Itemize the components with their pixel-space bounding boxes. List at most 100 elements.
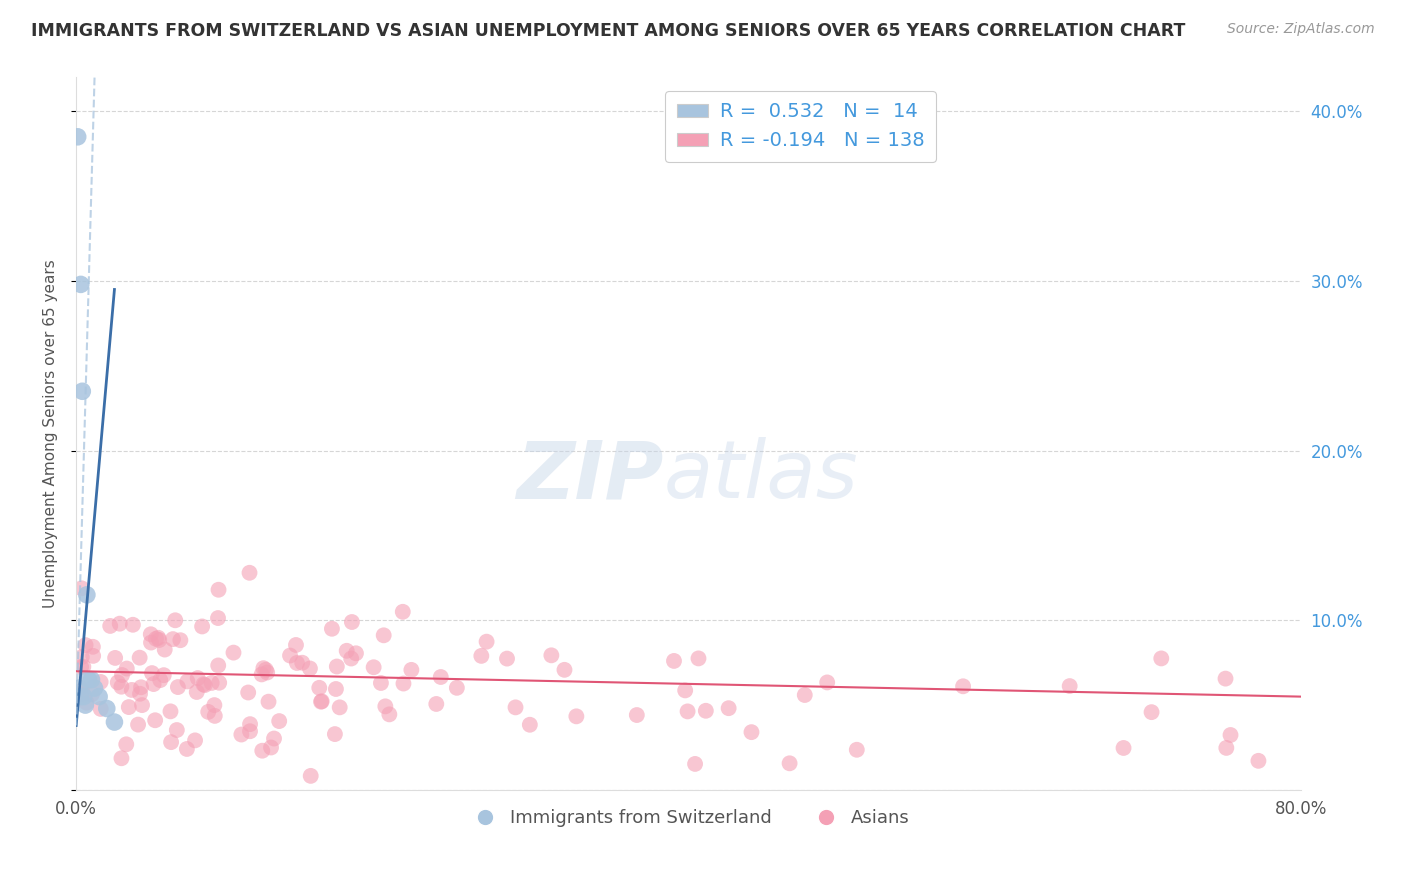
Point (96, 701, 118, 715)
Point (152, 668, 174, 682)
Point (197, 705, 219, 719)
Point (329, 700, 352, 714)
Point (676, 705, 699, 719)
Point (89, 690, 111, 704)
Point (815, 675, 838, 690)
Point (252, 744, 274, 758)
Point (108, 616, 131, 631)
Point (98, 619, 121, 633)
Point (118, 700, 141, 714)
Point (184, 733, 207, 747)
Point (370, 676, 392, 690)
Point (470, 648, 492, 663)
Point (298, 661, 321, 675)
Point (72, 384, 94, 399)
Point (311, 694, 333, 708)
Point (299, 769, 322, 783)
Point (340, 651, 363, 665)
Point (66, 129, 89, 144)
Point (269, 714, 291, 728)
Point (239, 717, 262, 731)
Point (683, 756, 706, 771)
Point (70, 660, 93, 674)
Point (110, 751, 132, 765)
Point (90, 675, 112, 690)
Point (717, 701, 740, 715)
Point (107, 675, 129, 690)
Point (308, 681, 330, 695)
Point (82, 640, 104, 654)
Point (72, 659, 94, 673)
Point (73, 690, 96, 704)
Point (75, 638, 97, 652)
Point (239, 724, 262, 739)
Point (392, 676, 415, 690)
Point (111, 668, 134, 682)
Point (952, 679, 974, 693)
Point (153, 642, 176, 657)
Point (238, 566, 260, 580)
Point (374, 699, 396, 714)
Point (194, 678, 217, 692)
Point (122, 617, 145, 632)
Point (323, 727, 346, 741)
Point (70, 582, 93, 596)
Point (141, 666, 163, 681)
Point (76, 696, 98, 710)
Point (291, 656, 314, 670)
Point (505, 700, 527, 714)
Point (129, 687, 152, 701)
Point (176, 674, 198, 689)
Point (378, 707, 401, 722)
Point (176, 742, 198, 756)
Point (391, 605, 413, 619)
Point (425, 697, 447, 711)
Point (565, 709, 588, 723)
Point (1219, 728, 1241, 742)
Point (285, 656, 308, 670)
Point (191, 619, 214, 633)
Point (475, 634, 498, 648)
Point (695, 704, 717, 718)
Point (149, 673, 172, 687)
Point (688, 651, 710, 665)
Point (309, 695, 332, 709)
Text: ZIP: ZIP (516, 437, 664, 516)
Point (626, 708, 648, 723)
Point (160, 735, 183, 749)
Point (121, 682, 143, 697)
Point (673, 683, 696, 698)
Point (285, 638, 308, 652)
Point (69, 687, 91, 701)
Point (193, 677, 215, 691)
Point (662, 654, 685, 668)
Legend: Immigrants from Switzerland, Asians: Immigrants from Switzerland, Asians (460, 802, 917, 834)
Point (779, 756, 801, 771)
Point (1215, 672, 1237, 686)
Point (169, 633, 191, 648)
Point (129, 680, 152, 694)
Text: Source: ZipAtlas.com: Source: ZipAtlas.com (1227, 22, 1375, 37)
Point (82, 648, 104, 663)
Point (104, 651, 127, 665)
Point (1059, 679, 1081, 693)
Point (793, 688, 815, 702)
Point (340, 615, 363, 629)
Point (148, 631, 170, 645)
Point (70, 650, 93, 665)
Point (336, 644, 359, 658)
Point (740, 725, 762, 739)
Point (1140, 705, 1163, 719)
Point (222, 646, 245, 660)
Point (1215, 740, 1237, 755)
Point (446, 681, 468, 695)
Point (67, 681, 90, 695)
Point (254, 663, 277, 677)
Point (115, 737, 138, 751)
Point (80, 687, 103, 701)
Point (257, 695, 280, 709)
Point (127, 717, 149, 731)
Point (1150, 651, 1173, 665)
Point (165, 613, 187, 627)
Point (429, 670, 451, 684)
